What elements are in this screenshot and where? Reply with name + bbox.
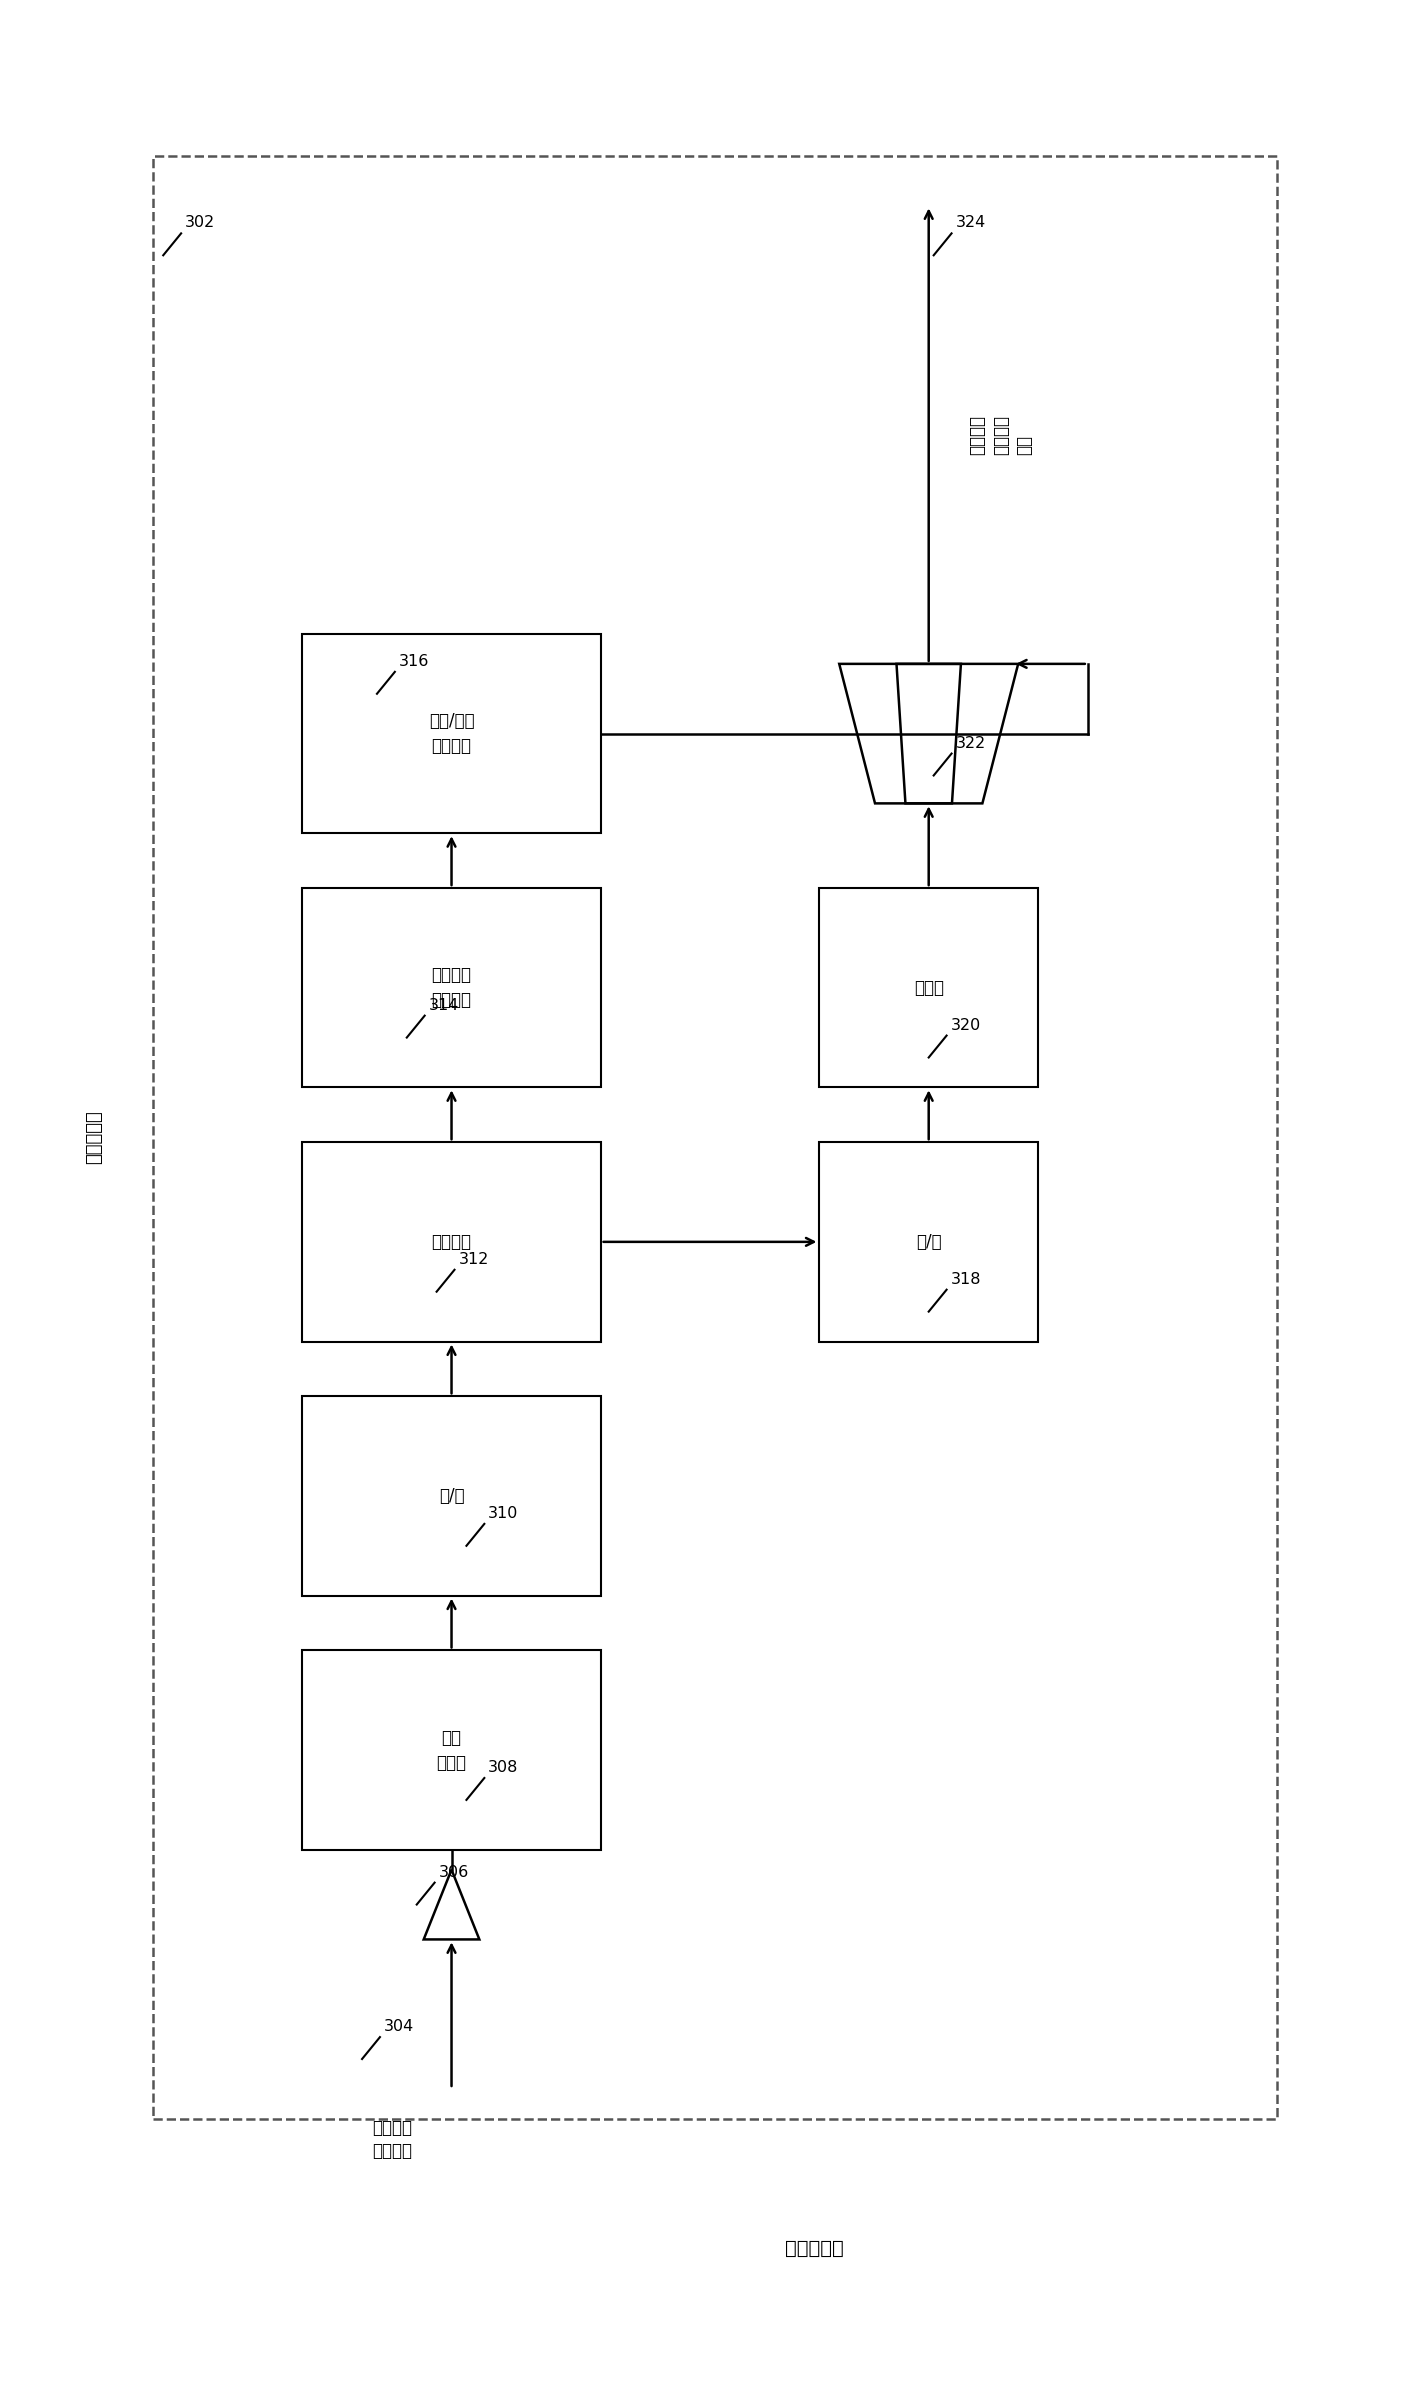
Text: 320: 320 [951,1018,981,1033]
Bar [302,889,600,1088]
Text: 314: 314 [429,997,458,1014]
Bar [302,1650,600,1850]
Text: 经编码的
音频信号: 经编码的 音频信号 [372,2119,412,2159]
Text: 312: 312 [458,1251,490,1266]
Text: 放大器: 放大器 [914,978,944,997]
Text: 接收器装置: 接收器装置 [85,1110,102,1165]
Bar [819,889,1039,1088]
Bar [302,1396,600,1595]
Text: 接收器装置: 接收器装置 [785,2239,844,2258]
Text: 322: 322 [955,735,986,749]
Text: 模/数: 模/数 [438,1487,464,1506]
Text: 318: 318 [951,1271,981,1287]
Bar [153,156,1277,2119]
Text: 310: 310 [488,1506,519,1520]
Text: 数/模: 数/模 [915,1232,942,1251]
Text: 304: 304 [385,2020,414,2034]
Text: 302: 302 [184,216,216,231]
Text: 解调电路: 解调电路 [431,1232,471,1251]
Bar [819,1143,1039,1340]
Text: 经重建的
输出音频
信号: 经重建的 输出音频 信号 [969,416,1033,454]
Text: 306: 306 [438,1864,468,1881]
Text: 316: 316 [399,653,429,668]
Bar [302,634,600,833]
Text: 语音/音频
解码模块: 语音/音频 解码模块 [429,711,474,754]
Text: 传输路径
解码模块: 传输路径 解码模块 [431,966,471,1009]
Text: 308: 308 [488,1761,519,1775]
Bar [302,1143,600,1340]
Text: 324: 324 [955,216,986,231]
Text: 射频
放大器: 射频 放大器 [437,1729,467,1773]
